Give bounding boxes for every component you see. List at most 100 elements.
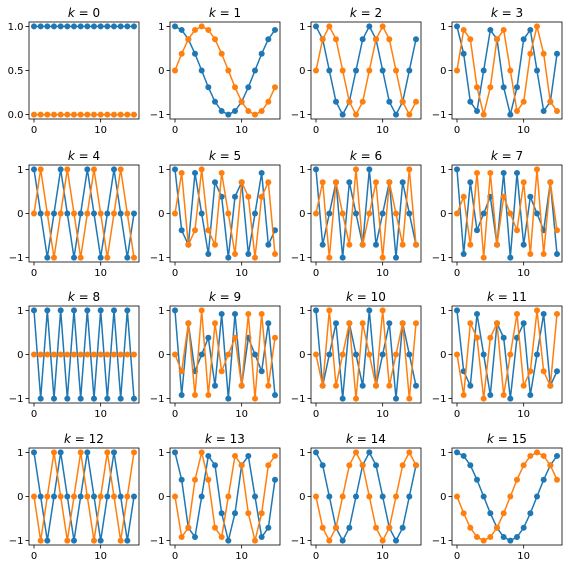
series-2-point: [333, 524, 339, 531]
series-2-point: [131, 351, 137, 358]
subplot-11: k = 11 0 10 −1 0 1: [432, 290, 563, 420]
series-1-point: [71, 23, 77, 30]
series-2-point: [373, 36, 379, 43]
series-2-point: [454, 67, 460, 74]
series-1-point: [51, 493, 57, 500]
series-2-point: [192, 227, 198, 234]
y-tick-label: 1: [440, 165, 446, 176]
series-1-point: [393, 111, 399, 118]
subplot-title-variable: k: [205, 432, 213, 446]
series-2-point: [238, 462, 245, 469]
series-2-point: [534, 307, 540, 314]
series-2-point: [31, 210, 37, 217]
subplot-title-variable: k: [491, 6, 499, 20]
series-1-point: [245, 251, 252, 258]
series-2-point: [77, 449, 84, 456]
series-2-point: [265, 462, 272, 469]
series-2-point: [474, 334, 480, 341]
y-tick-label: 1: [440, 22, 446, 33]
series-1-point: [124, 254, 131, 261]
series-2-point: [178, 50, 185, 57]
subplot-title-variable: k: [350, 6, 358, 20]
series-2-point: [205, 227, 212, 234]
series-1-point: [319, 241, 326, 248]
series-2-point: [131, 111, 137, 118]
subplot-title-equals: =: [353, 432, 371, 446]
series-2-point: [520, 179, 527, 186]
y-tick-label: −1: [291, 253, 306, 264]
series-1-point: [514, 169, 520, 176]
subplot-title-equals: =: [357, 149, 375, 163]
series-2-point: [406, 449, 413, 456]
series-2-point: [379, 307, 386, 314]
series-2-point: [339, 351, 346, 358]
subplot-title-equals: =: [212, 432, 230, 446]
subplot-title-equals: =: [494, 432, 512, 446]
series-2-point: [124, 493, 131, 500]
series-1-point: [272, 476, 278, 483]
series-2-point: [178, 368, 185, 375]
subplot-title-variable: k: [68, 149, 76, 163]
series-1-point: [51, 210, 57, 217]
y-tick-label: −1: [432, 110, 447, 121]
series-2-point: [172, 67, 178, 74]
x-tick-label: 0: [454, 409, 460, 420]
subplot-title-value: 4: [93, 149, 101, 163]
series-1-point: [386, 320, 393, 327]
series-2-point: [339, 493, 346, 500]
series-2-point: [467, 320, 474, 327]
x-tick-label: 0: [31, 551, 37, 562]
series-1-point: [353, 351, 359, 358]
subplot-4: k = 4 0 10 −1 0 1: [9, 149, 140, 279]
x-tick-label: 10: [235, 551, 248, 562]
series-1-point: [57, 23, 64, 30]
series-1-point: [265, 320, 272, 327]
subplot-title-variable: k: [491, 149, 499, 163]
series-2-point: [379, 23, 386, 30]
series-2-point: [313, 210, 319, 217]
series-2-point: [272, 334, 278, 341]
subplot-title: k = 7: [491, 149, 523, 163]
subplot-title-value: 13: [230, 432, 245, 446]
series-1-point: [91, 493, 97, 500]
subplot-title-equals: =: [75, 6, 93, 20]
series-2-point: [185, 524, 192, 531]
series-1-point: [474, 227, 480, 234]
y-tick-label: −1: [9, 253, 24, 264]
y-tick-label: −1: [432, 536, 447, 547]
series-2-point: [272, 251, 278, 258]
series-2-point: [97, 210, 104, 217]
series-1-point: [406, 210, 413, 217]
series-2-point: [480, 111, 487, 118]
series-2-point: [172, 210, 178, 217]
series-1-point: [487, 392, 494, 399]
series-1-point: [460, 251, 467, 258]
series-1-point: [84, 23, 91, 30]
subplot-title-value: 15: [512, 432, 527, 446]
subplot-title: k = 6: [350, 149, 382, 163]
series-2-point: [386, 524, 393, 531]
series-2-point: [353, 166, 359, 173]
series-1-point: [480, 493, 487, 500]
series-1-point: [554, 368, 560, 375]
series-2-point: [333, 382, 339, 389]
series-2-point: [474, 84, 480, 91]
subplot-title: k = 15: [487, 432, 527, 446]
subplot-title-value: 9: [234, 290, 242, 304]
y-tick-label: 1: [299, 22, 305, 33]
series-1-point: [319, 462, 326, 469]
series-1-point: [258, 368, 265, 375]
series-1-point: [212, 98, 218, 105]
series-2-point: [185, 36, 192, 43]
x-tick-label: 10: [235, 125, 248, 136]
y-tick-label: 1: [440, 448, 446, 459]
series-2-point: [413, 320, 419, 327]
series-2-point: [494, 320, 500, 327]
series-2-point: [117, 351, 124, 358]
series-2-point: [252, 254, 258, 261]
series-2-point: [77, 351, 84, 358]
x-tick-label: 0: [454, 268, 460, 279]
series-2-point: [386, 382, 393, 389]
series-2-point: [258, 310, 265, 317]
series-2-point: [500, 26, 507, 33]
